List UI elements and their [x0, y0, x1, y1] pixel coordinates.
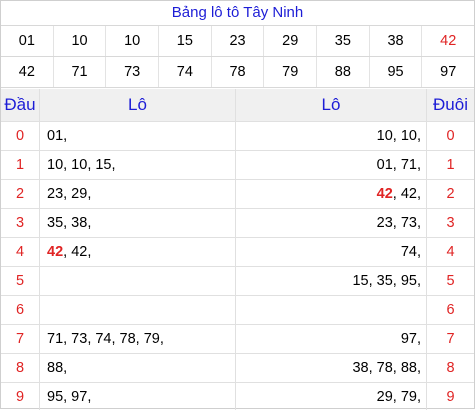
lo-left-cell — [47, 267, 235, 296]
lo-left-cell: 23, 29, — [47, 180, 235, 209]
dau-digit: 5 — [15, 273, 25, 289]
table-row: 4 42, 42, 74, 4 — [1, 237, 474, 267]
lo-highlight: 42 — [47, 244, 64, 260]
table-row: 5 15, 35, 95, 5 — [1, 266, 474, 296]
duoi-digit: 2 — [446, 186, 455, 202]
lo-left-cell: 88, — [47, 354, 235, 383]
duoi-digit: 0 — [446, 128, 455, 144]
result-number: 29 — [264, 26, 318, 56]
lo-right-cell — [237, 296, 421, 325]
dau-digit: 8 — [15, 360, 25, 376]
lo-right-cell: 42, 42, — [237, 180, 421, 209]
result-number: 01 — [1, 26, 54, 56]
result-number: 95 — [370, 57, 423, 87]
lo-values: , 42, — [63, 244, 92, 260]
duoi-digit: 8 — [446, 360, 455, 376]
dau-digit: 7 — [15, 331, 25, 347]
lo-values: 95, 97, — [47, 389, 92, 405]
lo-values: 97, — [400, 331, 421, 347]
duoi-digit: 5 — [446, 273, 455, 289]
result-number: 38 — [370, 26, 423, 56]
lo-values: 38, 78, 88, — [352, 360, 421, 376]
table-row: 3 35, 38, 23, 73, 3 — [1, 208, 474, 238]
lo-values: 35, 38, — [47, 215, 92, 231]
result-number: 78 — [212, 57, 265, 87]
dau-digit: 3 — [15, 215, 25, 231]
lo-values: 74, — [400, 244, 421, 260]
lo-left-cell: 35, 38, — [47, 209, 235, 238]
duoi-digit: 3 — [446, 215, 455, 231]
result-number: 97 — [440, 64, 457, 80]
dau-digit: 9 — [15, 389, 25, 405]
result-number: 79 — [264, 57, 318, 87]
lo-left-cell: 10, 10, 15, — [47, 151, 235, 180]
lo-highlight: 42 — [376, 186, 393, 202]
lo-values: 29, 79, — [376, 389, 421, 405]
header-duoi: Đuôi — [427, 89, 474, 121]
lo-left-cell: 95, 97, — [47, 383, 235, 412]
header-dau: Đầu — [1, 89, 39, 121]
result-number: 35 — [317, 26, 370, 56]
dau-digit: 6 — [15, 302, 25, 318]
lo-values: 10, 10, 15, — [47, 157, 116, 173]
result-number: 15 — [159, 26, 212, 56]
lo-right-cell: 29, 79, — [237, 383, 421, 412]
result-number: 23 — [212, 26, 265, 56]
duoi-digit: 7 — [446, 331, 455, 347]
lo-values: 23, 29, — [47, 186, 92, 202]
lo-values: 15, 35, 95, — [352, 273, 421, 289]
column-divider — [426, 89, 427, 410]
lo-values: 01, — [47, 128, 68, 144]
lo-right-cell: 23, 73, — [237, 209, 421, 238]
lo-values: 71, 73, 74, 78, 79, — [47, 331, 164, 347]
lo-right-cell: 15, 35, 95, — [237, 267, 421, 296]
lo-left-cell: 71, 73, 74, 78, 79, — [47, 325, 235, 354]
lo-right-cell: 38, 78, 88, — [237, 354, 421, 383]
lo-values: , 42, — [392, 186, 421, 202]
lo-left-cell — [47, 296, 235, 325]
header-lo-left: Lô — [40, 89, 235, 121]
result-number: 74 — [159, 57, 212, 87]
table-row: 9 95, 97, 29, 79, 9 — [1, 382, 474, 412]
lo-right-cell: 74, — [237, 238, 421, 267]
result-number-special: 42 — [440, 33, 457, 49]
duoi-digit: 9 — [446, 389, 455, 405]
lo-values: 23, 73, — [376, 215, 421, 231]
table-row: 6 6 — [1, 295, 474, 325]
lo-values: 88, — [47, 360, 68, 376]
header-lo-right: Lô — [236, 89, 426, 121]
dau-digit: 2 — [15, 186, 25, 202]
lo-values: 10, 10, — [376, 128, 421, 144]
lo-right-cell: 10, 10, — [237, 122, 421, 151]
table-row: 2 23, 29, 42, 42, 2 — [1, 179, 474, 209]
result-number: 88 — [317, 57, 370, 87]
column-divider — [235, 89, 236, 410]
result-number: 10 — [106, 26, 160, 56]
result-number: 10 — [54, 26, 107, 56]
table-row: 0 01, 10, 10, 0 — [1, 121, 474, 151]
table-row: 1 10, 10, 15, 01, 71, 1 — [1, 150, 474, 180]
lo-right-cell: 97, — [237, 325, 421, 354]
duoi-digit: 4 — [446, 244, 455, 260]
dau-digit: 0 — [15, 128, 25, 144]
table-row: 8 88, 38, 78, 88, 8 — [1, 353, 474, 383]
column-divider — [39, 89, 40, 410]
lo-left-cell: 01, — [47, 122, 235, 151]
result-number: 71 — [54, 57, 107, 87]
dau-digit: 4 — [15, 244, 25, 260]
dau-digit: 1 — [15, 157, 25, 173]
lo-right-cell: 01, 71, — [237, 151, 421, 180]
duoi-digit: 1 — [446, 157, 455, 173]
results-row-1: 01 10 10 15 23 29 35 38 42 — [1, 26, 474, 57]
lo-values: 01, 71, — [376, 157, 421, 173]
results-row-2: 42 71 73 74 78 79 88 95 97 — [1, 57, 474, 88]
result-number: 42 — [1, 57, 54, 87]
table-row: 7 71, 73, 74, 78, 79, 97, 7 — [1, 324, 474, 354]
result-number: 73 — [106, 57, 160, 87]
table-title: Bảng lô tô Tây Ninh — [1, 1, 474, 26]
lo-left-cell: 42, 42, — [47, 238, 235, 267]
duoi-digit: 6 — [446, 302, 455, 318]
